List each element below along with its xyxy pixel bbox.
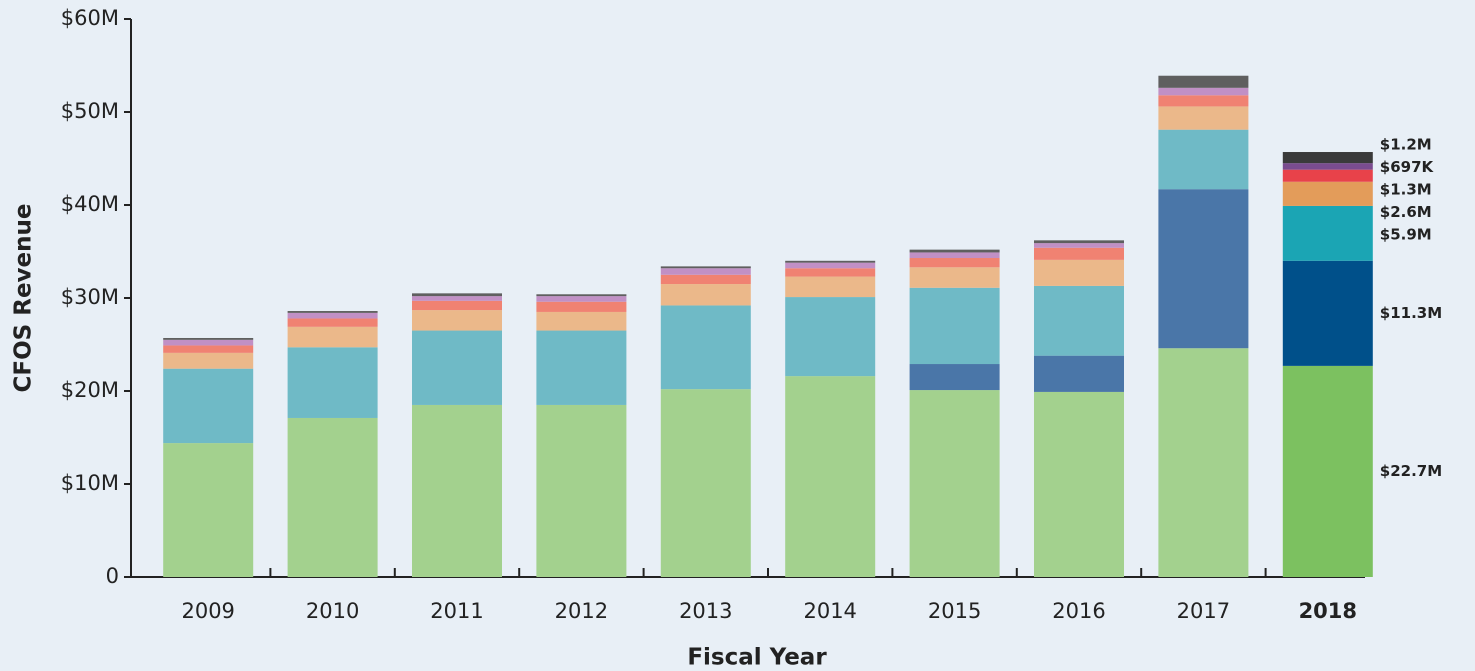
value-label: $697K xyxy=(1380,158,1435,176)
bar-segment xyxy=(660,389,751,577)
bar-segment xyxy=(909,364,1000,391)
bar-segment xyxy=(1034,355,1124,392)
bar-segment xyxy=(909,252,1000,259)
x-tick-label: 2014 xyxy=(803,599,856,623)
bar-segment xyxy=(536,294,627,297)
bar-segment xyxy=(785,297,876,377)
bar-segment xyxy=(1282,205,1373,261)
value-label: $11.3M xyxy=(1380,304,1442,322)
bar-segment xyxy=(163,443,254,577)
bar-segment xyxy=(1158,106,1249,130)
bar-segment xyxy=(536,296,627,302)
value-label: $1.3M xyxy=(1380,181,1432,199)
bar-segment xyxy=(163,352,254,369)
bar-segment xyxy=(1034,259,1124,286)
x-axis-title: Fiscal Year xyxy=(687,645,827,671)
bar-segment xyxy=(1282,181,1373,206)
bar-segment xyxy=(536,330,627,405)
value-label: $22.7M xyxy=(1380,462,1442,480)
x-tick-label: 2011 xyxy=(430,599,483,623)
bar-segment xyxy=(660,268,751,275)
bar-segment xyxy=(909,287,1000,365)
bar-segment xyxy=(163,337,254,340)
bar-segment xyxy=(785,376,876,577)
bar-segment xyxy=(287,347,378,418)
bar-segment xyxy=(1034,285,1124,356)
y-tick-label: $30M xyxy=(61,285,119,309)
bar-segment xyxy=(1282,152,1373,164)
bar-segment xyxy=(909,390,1000,577)
bar-segment xyxy=(785,260,876,263)
y-tick-label: $10M xyxy=(61,471,119,495)
bar-segment xyxy=(163,345,254,353)
bar-segment xyxy=(785,276,876,298)
bar-segment xyxy=(909,249,1000,253)
bar-segment xyxy=(660,305,751,390)
bar-segment xyxy=(1034,391,1124,577)
bar-segment xyxy=(163,368,254,444)
bar-segment xyxy=(287,326,378,348)
bar-segment xyxy=(1034,243,1124,248)
bar-segment xyxy=(785,262,876,269)
x-tick-label: 2016 xyxy=(1052,599,1105,623)
x-tick-label: 2013 xyxy=(679,599,732,623)
x-tick-label: 2009 xyxy=(181,599,234,623)
bar-segment xyxy=(1158,129,1249,190)
x-tick-label: 2010 xyxy=(306,599,359,623)
bar-segment xyxy=(909,267,1000,288)
bar-segment xyxy=(1282,169,1373,182)
x-tick-label: 2018 xyxy=(1299,599,1357,623)
bar-segment xyxy=(412,300,502,311)
bar-segment xyxy=(287,312,378,319)
y-tick-label: $60M xyxy=(61,6,119,30)
bar-segment xyxy=(660,274,751,285)
bar-segment xyxy=(287,417,378,577)
bar-segment xyxy=(1282,365,1373,577)
value-label: $1.2M xyxy=(1380,136,1432,154)
bar-segment xyxy=(536,311,627,331)
bar-segment xyxy=(1158,348,1249,577)
bar-segment xyxy=(412,330,502,405)
value-label: $5.9M xyxy=(1380,226,1432,244)
bar-segment xyxy=(536,404,627,577)
x-tick-label: 2017 xyxy=(1177,599,1230,623)
bar-segment xyxy=(1282,260,1373,366)
bar-segment xyxy=(412,404,502,577)
bar-segment xyxy=(412,310,502,331)
x-tick-label: 2012 xyxy=(555,599,608,623)
bar-segment xyxy=(287,318,378,327)
bar-segment xyxy=(412,296,502,301)
bar-segment xyxy=(163,339,254,346)
y-axis-title: CFOS Revenue xyxy=(11,204,37,393)
bar-segment xyxy=(1034,240,1124,244)
bar-segment xyxy=(536,301,627,312)
bar-segment xyxy=(1158,95,1249,107)
value-label: $2.6M xyxy=(1380,203,1432,221)
bar-segment xyxy=(1282,163,1373,170)
y-tick-label: $20M xyxy=(61,378,119,402)
bar-segment xyxy=(660,284,751,306)
bar-segment xyxy=(660,266,751,269)
y-tick-label: $50M xyxy=(61,99,119,123)
bar-segment xyxy=(1158,87,1249,96)
bar-segment xyxy=(1158,75,1249,88)
y-tick-label: $40M xyxy=(61,192,119,216)
bar-segment xyxy=(1034,247,1124,260)
x-tick-label: 2015 xyxy=(928,599,981,623)
bar-segment xyxy=(1158,189,1249,349)
bar-segment xyxy=(287,311,378,313)
bar-segment xyxy=(785,268,876,277)
bar-segment xyxy=(412,293,502,297)
bar-segment xyxy=(909,258,1000,268)
y-tick-label: 0 xyxy=(106,564,119,588)
